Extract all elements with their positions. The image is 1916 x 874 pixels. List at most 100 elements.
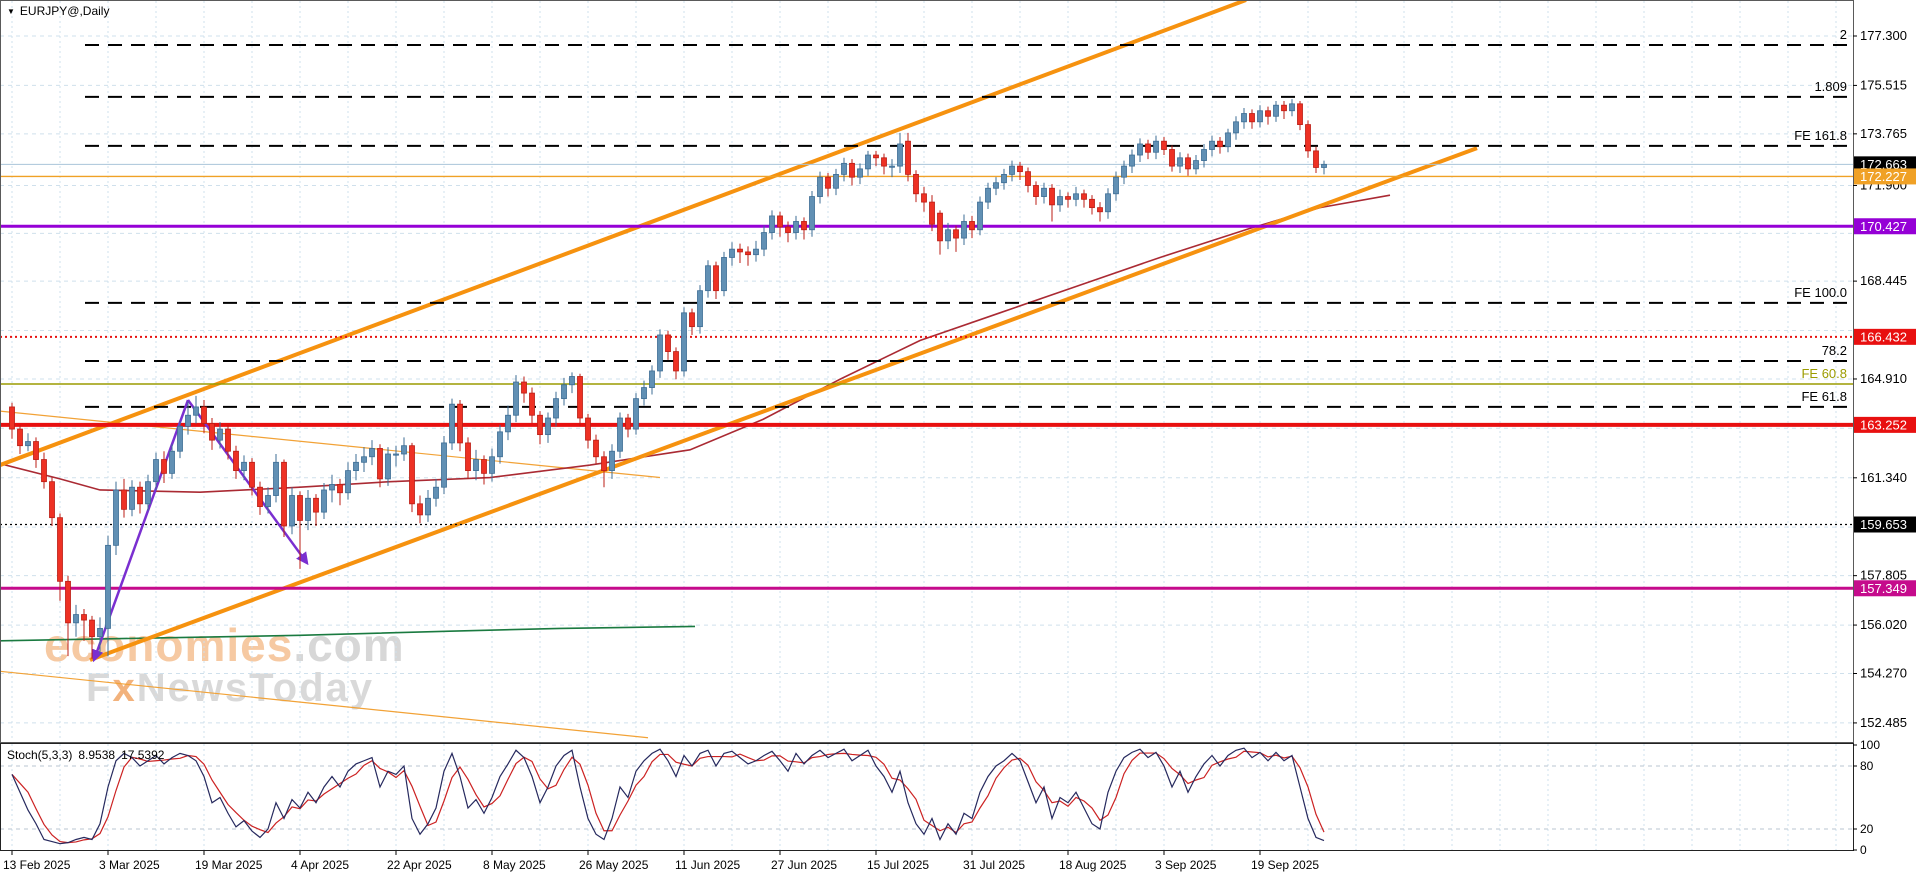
time-axis-label: 18 Aug 2025 [1059,858,1127,872]
symbol-dropdown-icon[interactable]: ▼ [7,6,15,16]
stoch-d-value: 17.5392 [121,748,165,762]
candle-body [265,495,271,507]
candle-body [1009,165,1015,175]
candle-body [561,384,567,400]
candle-body [1145,143,1151,153]
candle-body [929,201,935,225]
grid-lines [0,1,1853,850]
stochastic-lines [11,747,1325,845]
time-axis-label: 11 Jun 2025 [675,858,740,872]
candle-body [897,143,903,167]
price-badge[interactable]: 159.653 [1854,516,1916,533]
candle-body [425,497,431,516]
price-axis-label: 168.445 [1860,273,1907,288]
price-badge[interactable]: 172.227 [1854,168,1916,185]
stoch-axis-label: 80 [1860,759,1874,773]
candle-body [217,428,223,441]
candle-body [185,414,191,427]
orange-channel-upper[interactable] [0,0,1247,467]
fib-line-label: 2 [1840,27,1847,42]
candle-body [1129,154,1135,167]
candle-body [1201,149,1207,161]
price-badge[interactable]: 163.252 [1854,416,1916,433]
fibonacci-expansion-lines: 2 1.809 FE 161.8 FE 100.0 78.2 FE 61.8 FE 60.8 [0,27,1853,408]
candle-body [89,619,95,638]
candle-body [297,495,303,521]
candle-body [449,403,455,444]
candle-body [937,212,943,242]
candle-body [345,470,351,494]
price-axis-label: 156.020 [1860,617,1907,632]
candle-body [305,497,311,521]
candle-body [641,387,647,400]
stoch-percent-d-line [11,750,1325,844]
price-badge[interactable]: 172.663 [1854,156,1916,173]
candle-body [201,406,207,424]
candle-body [457,403,463,444]
candle-body [33,441,39,460]
candle-body [569,376,575,386]
thin-orange-trendline-upper[interactable] [0,410,661,479]
candle-body [585,417,591,441]
candle-body [737,248,743,253]
orange-channel-lower[interactable] [89,146,1478,662]
candlestick-series [9,99,1327,659]
stoch-axis-label: 20 [1860,822,1874,836]
candle-body [1033,185,1039,197]
price-badge-label: 172.663 [1860,157,1907,172]
price-badge-label: 163.252 [1860,417,1907,432]
candle-body [537,414,543,436]
candle-body [777,215,783,228]
candle-body [1305,124,1311,152]
maroon-moving-average[interactable] [0,194,1391,493]
candle-body [529,392,535,416]
candle-body [985,187,991,203]
candle-body [465,442,471,472]
candle-body [1265,110,1271,117]
time-axis-label: 8 May 2025 [483,858,546,872]
candle-body [121,489,127,510]
candle-body [953,229,959,239]
candle-body [681,312,687,372]
zigzag-down-leg[interactable] [186,399,309,566]
thin-orange-trendline-lower[interactable] [0,670,649,739]
candle-body [169,450,175,474]
candle-body [129,486,135,510]
price-badge[interactable]: 166.432 [1854,328,1916,345]
price-badge[interactable]: 157.349 [1854,580,1916,597]
main-panel-border [0,0,1854,743]
stoch-percent-k-line [11,747,1325,845]
candle-body [1225,132,1231,148]
stoch-axis-label: 0 [1860,843,1867,857]
candle-body [273,461,279,496]
price-badge-bg [1854,218,1916,235]
candle-body [289,495,295,527]
price-badge-bg [1854,328,1916,345]
candle-body [241,461,247,472]
price-badge-bg [1854,156,1916,173]
candle-body [729,248,735,258]
price-badge-label: 170.427 [1860,219,1907,234]
green-moving-average[interactable] [0,625,696,642]
candle-body [377,448,383,480]
candle-body [993,182,999,189]
time-axis-label: 26 May 2025 [579,858,649,872]
candle-body [137,486,143,505]
candle-body [489,456,495,474]
candle-body [1313,150,1319,168]
candle-body [329,484,335,491]
candle-body [49,481,55,519]
candle-body [521,381,527,394]
candle-body [9,406,15,430]
candle-body [657,334,663,372]
candle-body [433,486,439,499]
price-axis-label: 173.765 [1860,126,1907,141]
candle-body [393,453,399,456]
candle-body [609,450,615,472]
candle-body [353,461,359,472]
candle-body [113,489,119,546]
price-badge[interactable]: 170.427 [1854,218,1916,235]
candle-body [825,176,831,189]
